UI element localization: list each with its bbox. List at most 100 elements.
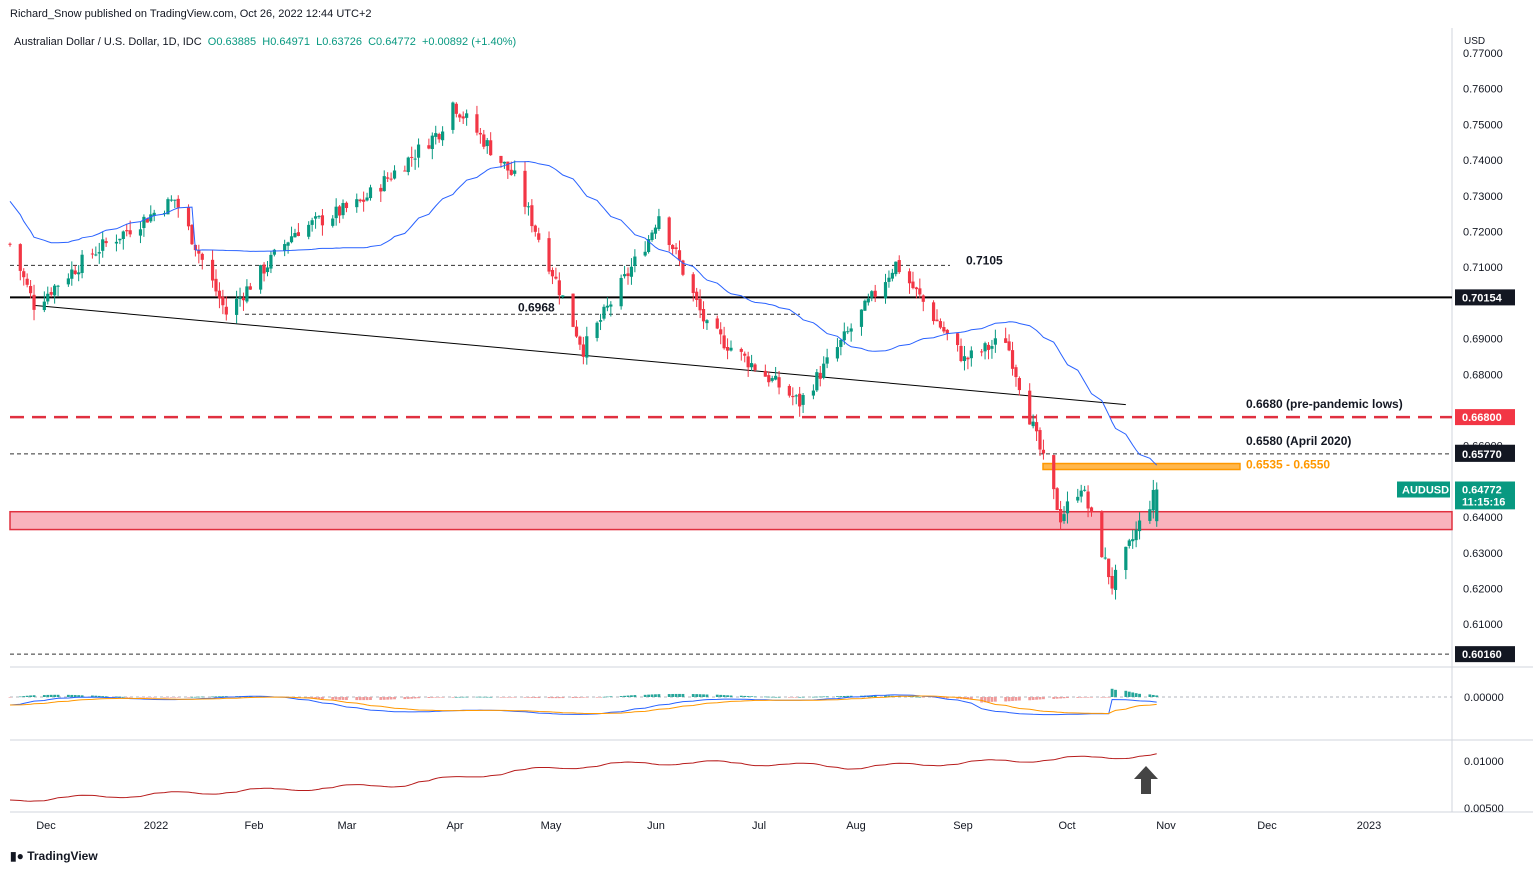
candle-body	[859, 309, 864, 327]
candle-body	[358, 199, 362, 202]
candle-body	[197, 250, 201, 254]
candle-body	[238, 297, 242, 300]
macd-bar	[619, 696, 623, 697]
candle-body	[969, 350, 973, 359]
candle-body	[550, 269, 555, 277]
candle-body	[416, 144, 421, 158]
trendline	[33, 304, 1126, 406]
candle-body	[1127, 540, 1131, 546]
candle-body	[379, 187, 383, 192]
macd-bar	[145, 697, 149, 698]
macd-bar	[478, 696, 482, 698]
candle-body	[176, 198, 180, 208]
tradingview-brand[interactable]: ▮● TradingView	[10, 849, 98, 863]
macd-bar	[921, 697, 925, 698]
candle-body	[633, 256, 637, 266]
candle-body	[1052, 455, 1056, 490]
candle-body	[1017, 378, 1021, 391]
macd-bar	[678, 693, 681, 697]
macd-bar	[317, 697, 321, 700]
candle-body	[794, 395, 798, 397]
price-badge	[1455, 445, 1515, 462]
symbol-badge	[1397, 481, 1450, 498]
candle-body	[489, 140, 493, 156]
candle-body	[362, 199, 366, 202]
macd-bar	[537, 697, 541, 699]
price-badge-label: 11:15:16	[1462, 496, 1505, 508]
macd-bar	[626, 695, 630, 697]
price-badge-label: 0.65770	[1462, 449, 1502, 461]
macd-bar	[887, 695, 891, 697]
candle-body	[986, 344, 991, 350]
candle-body	[1065, 501, 1070, 514]
candle-body	[145, 218, 149, 223]
candle-body	[866, 298, 870, 303]
macd-bar	[224, 696, 228, 697]
macd-bar	[101, 696, 105, 697]
macd-bar	[846, 695, 850, 697]
macd-bar	[1018, 697, 1021, 701]
macd-bar	[97, 695, 101, 697]
candle-body	[265, 267, 270, 273]
macd-bar	[1028, 697, 1032, 701]
candle-body	[959, 345, 963, 361]
candle-body	[1151, 489, 1155, 511]
macd-bar	[595, 697, 599, 698]
candle-body	[1134, 529, 1138, 541]
candle-body	[921, 295, 925, 302]
macd-bar	[969, 697, 973, 700]
candle-body	[441, 131, 445, 141]
macd-bar	[557, 697, 561, 699]
macd-bar	[695, 694, 699, 697]
candle-body	[739, 348, 743, 352]
candle-body	[513, 170, 517, 174]
macd-bar	[187, 697, 190, 698]
lower-indicator-line	[9, 753, 1157, 802]
macd-bar	[836, 696, 839, 697]
candle-body	[956, 333, 960, 346]
y-tick-label: 0.72000	[1463, 226, 1503, 238]
macd-bar	[393, 697, 396, 700]
candle-body	[235, 298, 239, 315]
candle-body	[506, 161, 510, 171]
candle-body	[368, 187, 373, 199]
candle-body	[581, 344, 585, 357]
x-tick-label: Dec	[36, 820, 56, 832]
candle-body	[73, 270, 77, 274]
candle-body	[674, 247, 678, 249]
macd-bar	[911, 696, 915, 698]
candle-body	[907, 271, 912, 284]
macd-bar	[554, 697, 558, 699]
y-tick-label: 0.77000	[1463, 48, 1503, 60]
x-tick-label: Sep	[953, 820, 973, 832]
candle-body	[310, 220, 314, 225]
macd-bar	[80, 695, 84, 697]
candle-body	[777, 377, 781, 388]
candle-body	[842, 331, 846, 341]
candle-body	[454, 103, 458, 114]
macd-bar	[509, 697, 513, 698]
macd-bar	[513, 697, 517, 698]
macd-bar	[575, 697, 578, 698]
candle-body	[585, 336, 589, 358]
macd-bar	[849, 695, 853, 697]
macd-bar	[767, 696, 771, 698]
macd-bar	[334, 697, 338, 700]
macd-bar	[218, 696, 221, 697]
macd-bar	[1042, 697, 1045, 700]
macd-bar	[66, 694, 70, 697]
candle-body	[451, 102, 455, 130]
candle-body	[478, 132, 482, 135]
candle-body	[1079, 490, 1083, 497]
candle-body	[128, 230, 132, 235]
macd-bar	[1114, 689, 1117, 697]
candle-body	[509, 169, 513, 175]
macd-bar	[726, 695, 729, 697]
candle-body	[1059, 509, 1063, 523]
candle-body	[530, 205, 534, 227]
candle-body	[931, 302, 936, 322]
candle-body	[502, 161, 506, 164]
macd-bar	[585, 697, 589, 698]
macd-bar	[214, 696, 218, 698]
